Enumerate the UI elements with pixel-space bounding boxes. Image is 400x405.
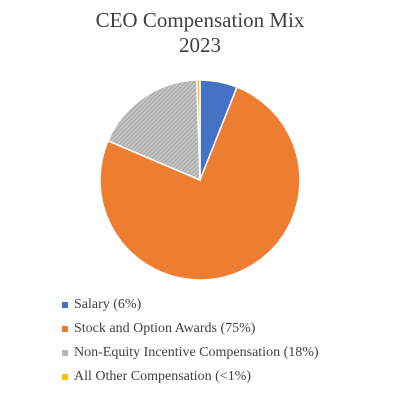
- pie-slice-stock-option-awards: [99, 86, 301, 281]
- legend-swatch-non-equity-incentive: [62, 350, 68, 356]
- legend-label-stock-option-awards: Stock and Option Awards (75%): [74, 321, 256, 336]
- legend: Salary (6%) Stock and Option Awards (75%…: [62, 293, 392, 389]
- legend-swatch-stock-option-awards: [62, 326, 68, 332]
- chart-subtitle: 2023: [179, 33, 221, 57]
- legend-label-salary: Salary (6%): [74, 297, 142, 312]
- chart-title: CEO Compensation Mix: [95, 8, 305, 32]
- legend-item-stock-option-awards: Stock and Option Awards (75%): [62, 317, 392, 341]
- legend-item-salary: Salary (6%): [62, 293, 392, 317]
- legend-item-non-equity-incentive: Non-Equity Incentive Compensation (18%): [62, 341, 392, 365]
- legend-item-all-other-compensation: All Other Compensation (<1%): [62, 365, 392, 389]
- legend-swatch-all-other-compensation: [62, 374, 68, 380]
- legend-label-non-equity-incentive: Non-Equity Incentive Compensation (18%): [74, 345, 319, 360]
- legend-label-all-other-compensation: All Other Compensation (<1%): [74, 369, 252, 384]
- pie-slice-non-equity-incentive: [107, 79, 201, 182]
- legend-swatch-salary: [62, 302, 68, 308]
- pie-slice-all-other-compensation: [196, 79, 201, 181]
